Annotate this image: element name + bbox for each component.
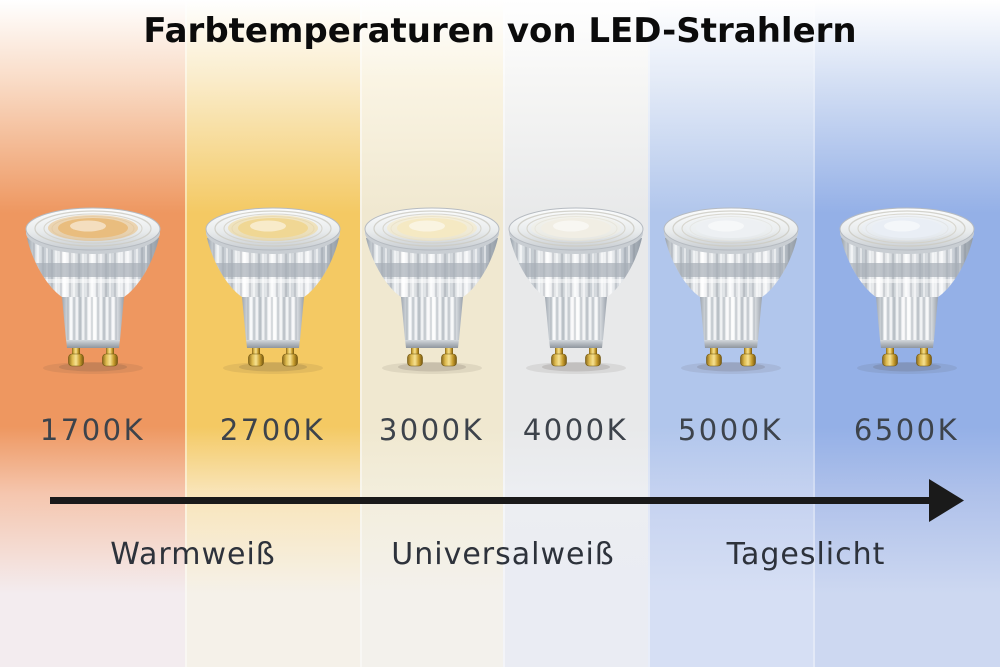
band-column: 6500K (813, 0, 1000, 667)
lower-body-rib-highlights (249, 297, 294, 340)
bulb-shadow (381, 362, 482, 374)
bulb-base-collar (703, 339, 758, 348)
bulb-shadow (680, 362, 781, 374)
band-column: 3000K (360, 0, 503, 667)
bulb-glow-highlight (69, 220, 106, 232)
band-column: 2700K (185, 0, 360, 667)
bulb-glow-highlight (408, 220, 445, 232)
lower-body-rib-highlights (552, 297, 597, 340)
bulb-shadow (856, 362, 957, 374)
lower-body-ribs (704, 297, 755, 340)
lower-body-ribs (549, 297, 600, 340)
page-title: Farbtemperaturen von LED-Strahlern (143, 11, 857, 51)
led-bulb (839, 207, 974, 374)
bulb-reflector-band (845, 263, 968, 277)
temperature-axis (50, 479, 964, 522)
zone-label-universalweiss: Universalweiß (391, 537, 615, 572)
bulb-base-collar (879, 339, 934, 348)
gu10-pins (550, 346, 601, 367)
led-bulb (663, 207, 798, 374)
bulb-base-collar (548, 339, 603, 348)
bulb-base-collar (245, 339, 300, 348)
bulb-glow-highlight (552, 220, 589, 232)
bulb-reflector-band (370, 263, 493, 277)
band-column: 4000K (503, 0, 648, 667)
axis-arrowhead-icon (929, 479, 964, 522)
bulb-shadow (42, 362, 143, 374)
kelvin-label: 6500K (853, 413, 960, 447)
band-column: 5000K (648, 0, 813, 667)
gu10-pins (67, 346, 118, 367)
bulb-reflector-band (669, 263, 792, 277)
bulb-base-collar (404, 339, 459, 348)
kelvin-label: 1700K (39, 413, 146, 447)
lower-body-ribs (880, 297, 931, 340)
lower-body-rib-highlights (883, 297, 928, 340)
kelvin-label: 3000K (378, 413, 485, 447)
bulb-glow-highlight (883, 220, 920, 232)
lower-body-ribs (405, 297, 456, 340)
lower-body-ribs (66, 297, 117, 340)
lower-body-rib-highlights (69, 297, 114, 340)
gu10-pins (705, 346, 756, 367)
zone-label-tageslicht: Tageslicht (726, 537, 886, 572)
lower-body-rib-highlights (408, 297, 453, 340)
led-bulb (364, 207, 499, 374)
kelvin-label: 2700K (219, 413, 326, 447)
kelvin-label: 4000K (522, 413, 629, 447)
gu10-pins (406, 346, 457, 367)
bulb-base-collar (65, 339, 120, 348)
zone-label-warmweiss: Warmweiß (110, 537, 276, 572)
bulb-shadow (525, 362, 626, 374)
bulb-glow-highlight (249, 220, 286, 232)
band-column: 1700K (0, 0, 185, 667)
gu10-pins (881, 346, 932, 367)
led-bulb (25, 207, 160, 374)
led-bulb (205, 207, 340, 374)
lower-body-rib-highlights (707, 297, 752, 340)
bulb-reflector-band (514, 263, 637, 277)
gu10-pins (247, 346, 298, 367)
bulb-glow-highlight (707, 220, 744, 232)
bulb-shadow (222, 362, 323, 374)
led-bulb (508, 207, 643, 374)
bulb-reflector-band (31, 263, 154, 277)
lower-body-ribs (246, 297, 297, 340)
kelvin-label: 5000K (677, 413, 784, 447)
bulb-reflector-band (211, 263, 334, 277)
